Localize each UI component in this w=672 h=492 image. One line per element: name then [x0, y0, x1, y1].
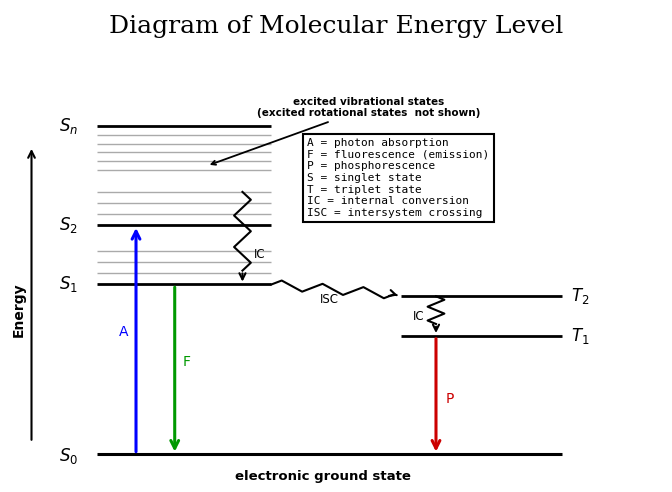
- Text: F: F: [183, 355, 190, 369]
- Text: $S_1$: $S_1$: [59, 275, 78, 294]
- Text: Diagram of Molecular Energy Level: Diagram of Molecular Energy Level: [109, 15, 563, 38]
- Text: $S_2$: $S_2$: [59, 215, 78, 235]
- Text: electronic ground state: electronic ground state: [235, 469, 411, 483]
- Text: Energy: Energy: [11, 283, 26, 338]
- Text: excited vibrational states
(excited rotational states  not shown): excited vibrational states (excited rota…: [212, 97, 480, 165]
- Text: IC: IC: [413, 309, 425, 323]
- Text: IC: IC: [254, 248, 265, 261]
- Text: $S_n$: $S_n$: [58, 116, 78, 136]
- Text: A = photon absorption
F = fluorescence (emission)
P = phosphorescence
S = single: A = photon absorption F = fluorescence (…: [307, 138, 489, 218]
- Text: P: P: [446, 392, 454, 406]
- Text: A: A: [119, 325, 128, 339]
- Text: $T_2$: $T_2$: [571, 286, 590, 307]
- Text: $T_1$: $T_1$: [571, 326, 590, 346]
- Text: ISC: ISC: [320, 293, 339, 306]
- Text: $S_0$: $S_0$: [58, 446, 78, 466]
